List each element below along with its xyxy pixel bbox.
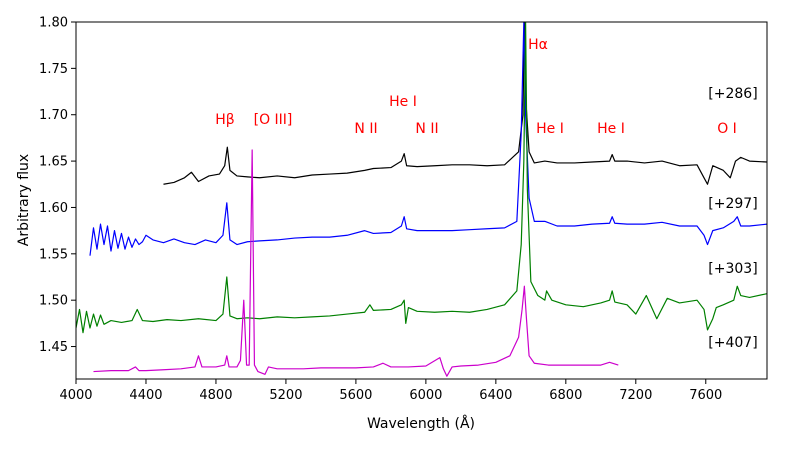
y-tick-label: 1.80 [39,16,68,31]
x-tick-label: 4400 [129,388,162,403]
x-axis-label: Wavelength (Å) [367,415,475,432]
series-line-2 [76,22,767,334]
line-label-hei-3: He I [597,121,625,137]
y-axis: 1.45 1.50 1.55 1.60 1.65 1.70 1.75 1.80 [39,16,76,355]
y-tick-label: 1.50 [39,294,68,309]
x-tick-label: 4800 [199,388,232,403]
y-tick-label: 1.60 [39,201,68,216]
y-tick-label: 1.45 [39,340,68,355]
epoch-label-286: [+286] [708,86,757,102]
x-axis: 4000 4400 4800 5200 5600 6000 6400 6800 7200 7600 [59,379,722,403]
epoch-label-407: [+407] [708,335,757,351]
y-tick-label: 1.65 [39,155,68,170]
series-layer [76,22,767,377]
y-tick-label: 1.75 [39,62,68,77]
epoch-label-303: [+303] [708,261,757,277]
line-label-oiii: [O III] [254,112,293,128]
line-label-nii-2: N II [415,121,438,137]
series-line-1 [89,22,767,256]
x-tick-label: 7200 [619,388,652,403]
x-tick-label: 5600 [339,388,372,403]
y-axis-label: Arbitrary flux [16,154,32,246]
line-label-oi: O I [717,121,737,137]
epoch-label-297: [+297] [708,196,757,212]
x-tick-label: 4000 [59,388,92,403]
line-label-halpha: Hα [528,37,548,53]
y-tick-label: 1.55 [39,247,68,262]
line-label-hei-2: He I [536,121,564,137]
plot-frame [75,21,768,380]
line-label-hei-1: He I [389,94,417,110]
y-tick-label: 1.70 [39,108,68,123]
x-tick-label: 7600 [689,388,722,403]
series-line-3 [93,149,619,377]
line-label-hbeta: Hβ [215,112,234,128]
line-label-nii-1: N II [354,121,377,137]
x-tick-label: 6400 [479,388,512,403]
x-tick-label: 6000 [409,388,442,403]
series-line-0 [163,22,767,185]
x-tick-label: 6800 [549,388,582,403]
x-tick-label: 5200 [269,388,302,403]
